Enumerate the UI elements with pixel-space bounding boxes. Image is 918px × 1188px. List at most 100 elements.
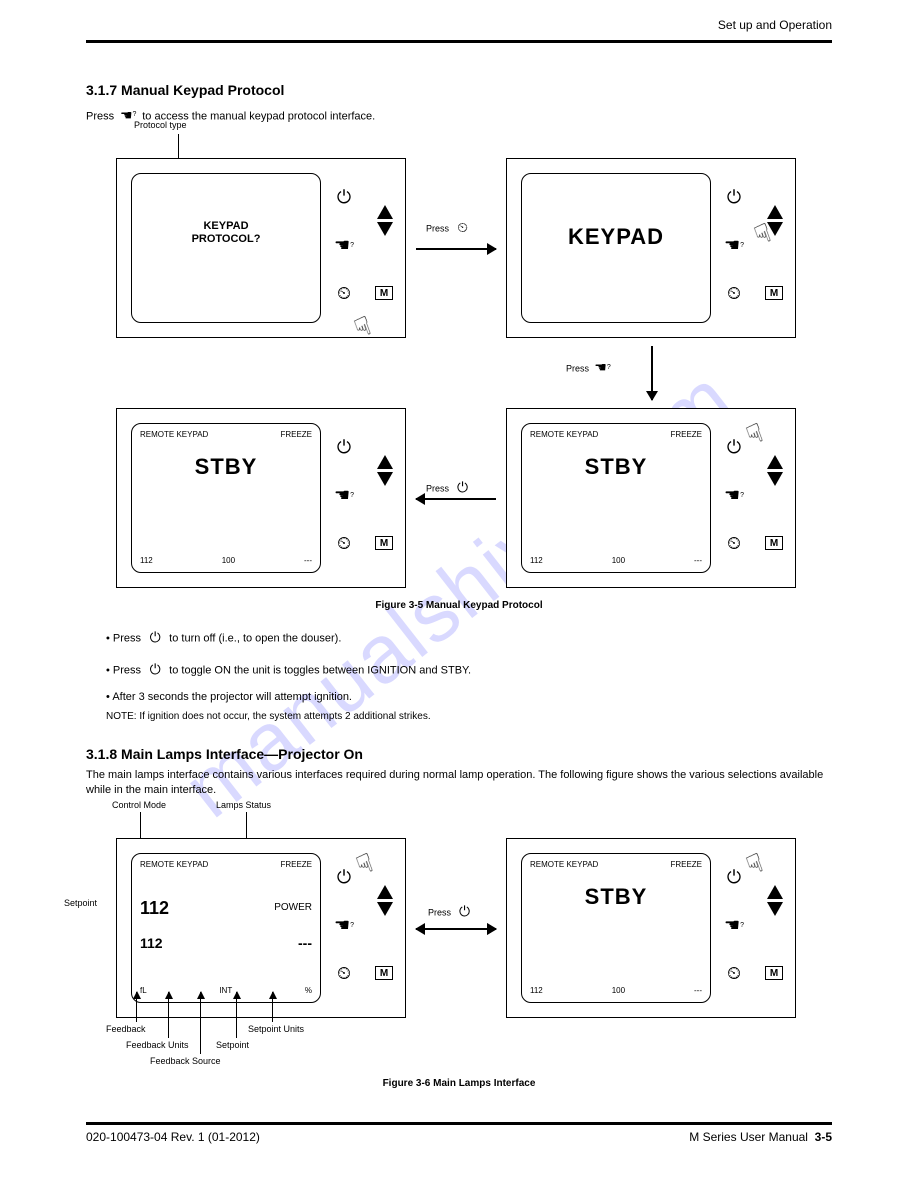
sec2-title: 3.1.8 Main Lamps Interface—Projector On xyxy=(86,746,832,762)
panel2-screen: KEYPAD xyxy=(521,173,711,323)
f2-lbl-top2: Lamps Status xyxy=(216,800,271,810)
pa-tl: REMOTE KEYPAD xyxy=(140,860,208,870)
alarm-icon[interactable]: ⏲ xyxy=(333,962,355,984)
p4-tl: REMOTE KEYPAD xyxy=(140,430,208,440)
li1-before: Press xyxy=(113,633,144,645)
f2-arr-b3 xyxy=(200,992,201,1054)
panel1-screen: KEYPAD PROTOCOL? xyxy=(131,173,321,323)
power-icon[interactable]: ⏻ xyxy=(723,866,745,888)
pa-ml: 112 xyxy=(140,898,169,920)
top-rule xyxy=(86,40,832,43)
panelA-screen: REMOTE KEYPADFREEZE 112 POWER 112 --- fL… xyxy=(131,853,321,1003)
pb-u3: --- xyxy=(694,986,702,996)
li2-after: to toggle ON the unit is toggles between… xyxy=(166,665,471,677)
page-footer: 020-100473-04 Rev. 1 (01-2012) M Series … xyxy=(86,1130,832,1144)
panel-4: REMOTE KEYPADFREEZE STBY 112 100 --- ⏻ ☚… xyxy=(116,408,406,588)
arrow3-label: Press ⏻ xyxy=(426,476,474,498)
panelB-screen: REMOTE KEYPADFREEZE STBY 112 100 --- xyxy=(521,853,711,1003)
panel3-screen: REMOTE KEYPADFREEZE STBY 112 100 --- xyxy=(521,423,711,573)
up-icon[interactable] xyxy=(767,188,783,206)
m-icon[interactable]: M xyxy=(765,536,783,550)
fig1-caption: Figure 3-5 Manual Keypad Protocol xyxy=(86,600,832,611)
panel2-controls: ⏻ ☚? ⏲ M xyxy=(723,173,783,323)
p2-center: KEYPAD xyxy=(530,224,702,250)
hand-icon[interactable]: ☚? xyxy=(333,914,355,936)
power-icon[interactable]: ⏻ xyxy=(333,436,355,458)
fig2-caption: Figure 3-6 Main Lamps Interface xyxy=(86,1078,832,1089)
f2-arr-b2 xyxy=(168,992,169,1038)
alarm-icon[interactable]: ⏲ xyxy=(723,282,745,304)
li3-text: After 3 seconds the projector will attem… xyxy=(112,691,352,703)
down-icon[interactable] xyxy=(377,486,393,504)
power-icon[interactable]: ⏻ xyxy=(333,866,355,888)
p4-u2: 100 xyxy=(222,556,235,566)
m-icon[interactable]: M xyxy=(765,286,783,300)
panel-1: KEYPAD PROTOCOL? ⏻ ☚? ⏲M ☟ xyxy=(116,158,406,338)
p3-big: STBY xyxy=(530,454,702,480)
up-icon[interactable] xyxy=(767,868,783,886)
p3-u2: 100 xyxy=(612,556,625,566)
f2-lbl-b3: Feedback Source xyxy=(150,1056,221,1066)
hand-icon: ☚? xyxy=(592,356,614,378)
pa-tr: FREEZE xyxy=(280,860,312,870)
p4-big: STBY xyxy=(140,454,312,480)
panel-b: REMOTE KEYPADFREEZE STBY 112 100 --- ⏻ ☚… xyxy=(506,838,796,1018)
arrow-double xyxy=(416,928,496,930)
power-icon[interactable]: ⏻ xyxy=(723,436,745,458)
pa-mr: POWER xyxy=(274,902,312,914)
section-2: 3.1.8 Main Lamps Interface—Projector On … xyxy=(86,730,832,798)
pb-u1: 112 xyxy=(530,986,543,996)
power-icon[interactable]: ⏻ xyxy=(333,186,355,208)
f2-lbl-b2: Feedback Units xyxy=(126,1040,189,1050)
f2-arr-b4 xyxy=(236,992,237,1038)
sec2-intro: The main lamps interface contains variou… xyxy=(86,768,832,798)
down-icon[interactable] xyxy=(767,486,783,504)
m-icon[interactable]: M xyxy=(375,286,393,300)
hand-icon[interactable]: ☚? xyxy=(333,234,355,256)
f2-lbl-b1: Feedback xyxy=(106,1024,146,1034)
sec1-bullets: • Press ⏻ to turn off (i.e., to open the… xyxy=(106,626,832,722)
li1-after: to turn off (i.e., to open the douser). xyxy=(166,633,341,645)
alarm-icon[interactable]: ⏲ xyxy=(333,282,355,304)
sec1-li1: • Press ⏻ to turn off (i.e., to open the… xyxy=(106,626,832,648)
m-icon[interactable]: M xyxy=(765,966,783,980)
p3-u3: --- xyxy=(694,556,702,566)
hand-icon[interactable]: ☚? xyxy=(723,914,745,936)
m-icon[interactable]: M xyxy=(375,966,393,980)
alarm-icon[interactable]: ⏲ xyxy=(723,532,745,554)
power-icon[interactable]: ⏻ xyxy=(723,186,745,208)
hand-icon[interactable]: ☚? xyxy=(333,484,355,506)
arrow-3 xyxy=(416,498,496,500)
p4-u3: --- xyxy=(304,556,312,566)
panel4-controls: ⏻ ☚? ⏲ M xyxy=(333,423,393,573)
pb-u2: 100 xyxy=(612,986,625,996)
footer-right: M Series User Manual 3-5 xyxy=(689,1130,832,1144)
f2-arrow-press: Press xyxy=(428,908,451,918)
m-icon[interactable]: M xyxy=(375,536,393,550)
arrow-1 xyxy=(416,248,496,250)
f2-arr-b1 xyxy=(136,992,137,1022)
hand-icon[interactable]: ☚? xyxy=(723,484,745,506)
sec1-li2: • Press ⏻ to toggle ON the unit is toggl… xyxy=(106,658,832,680)
up-icon[interactable] xyxy=(377,868,393,886)
footer-left: 020-100473-04 Rev. 1 (01-2012) xyxy=(86,1130,260,1144)
arrow1-label: Press ⏲ xyxy=(426,216,474,238)
footer-page: 3-5 xyxy=(815,1130,832,1144)
p1-line1: KEYPAD xyxy=(140,220,312,233)
down-icon[interactable] xyxy=(377,236,393,254)
down-icon[interactable] xyxy=(377,916,393,934)
up-icon[interactable] xyxy=(377,188,393,206)
pb-tl: REMOTE KEYPAD xyxy=(530,860,598,870)
up-icon[interactable] xyxy=(377,438,393,456)
pa-u3: % xyxy=(305,986,312,996)
hand-icon[interactable]: ☚? xyxy=(723,234,745,256)
alarm-icon[interactable]: ⏲ xyxy=(333,532,355,554)
alarm-icon[interactable]: ⏲ xyxy=(723,962,745,984)
li2-before: Press xyxy=(113,665,144,677)
down-icon[interactable] xyxy=(767,916,783,934)
pa-u1: fL xyxy=(140,986,147,996)
p3-tl: REMOTE KEYPAD xyxy=(530,430,598,440)
panel1-controls: ⏻ ☚? ⏲ M xyxy=(333,173,393,323)
up-icon[interactable] xyxy=(767,438,783,456)
arrow2-label: Press ☚? xyxy=(566,356,614,378)
